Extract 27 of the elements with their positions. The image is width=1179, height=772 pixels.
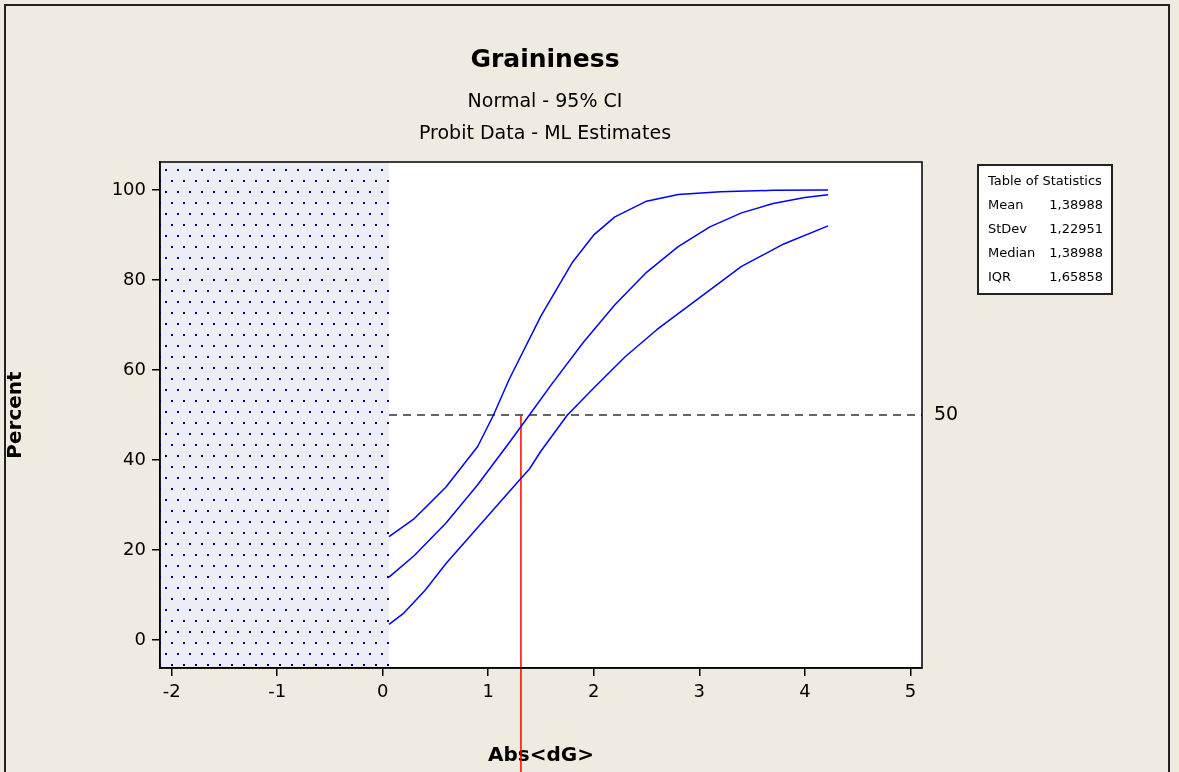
text: Mean	[988, 196, 1024, 214]
ref-line-label: 50	[934, 401, 959, 424]
y-axis-title: Percent	[2, 370, 27, 459]
text: IQR	[988, 268, 1012, 286]
x-tick-label: -1	[268, 680, 287, 702]
chart-subtitle: Normal - 95% CI Probit Data - ML Estimates	[417, 88, 673, 145]
y-tick-label: 20	[123, 537, 146, 559]
x-tick-label: 1	[482, 680, 494, 702]
y-tick-label: 0	[134, 627, 146, 649]
text: 1,22951	[1049, 220, 1104, 238]
y-tick-label: 100	[111, 177, 146, 199]
x-tick-label: -2	[162, 680, 181, 702]
text: StDev	[988, 220, 1028, 238]
chart-title: Graininess	[469, 44, 621, 73]
text: Median	[988, 244, 1036, 262]
x-tick-label: 2	[588, 680, 600, 702]
y-tick-label: 60	[123, 357, 146, 379]
text: 1,38988	[1049, 244, 1104, 262]
text: Table of Statistics	[988, 172, 1103, 190]
y-tick-label: 40	[123, 447, 146, 469]
text: 1,65858	[1049, 268, 1104, 286]
x-tick-label: 3	[693, 680, 706, 702]
x-tick-label: 0	[376, 680, 389, 702]
text: 1,38988	[1049, 196, 1104, 214]
x-tick-label: 4	[799, 680, 811, 702]
y-tick-label: 80	[123, 267, 146, 289]
x-tick-label: 5	[904, 680, 917, 702]
